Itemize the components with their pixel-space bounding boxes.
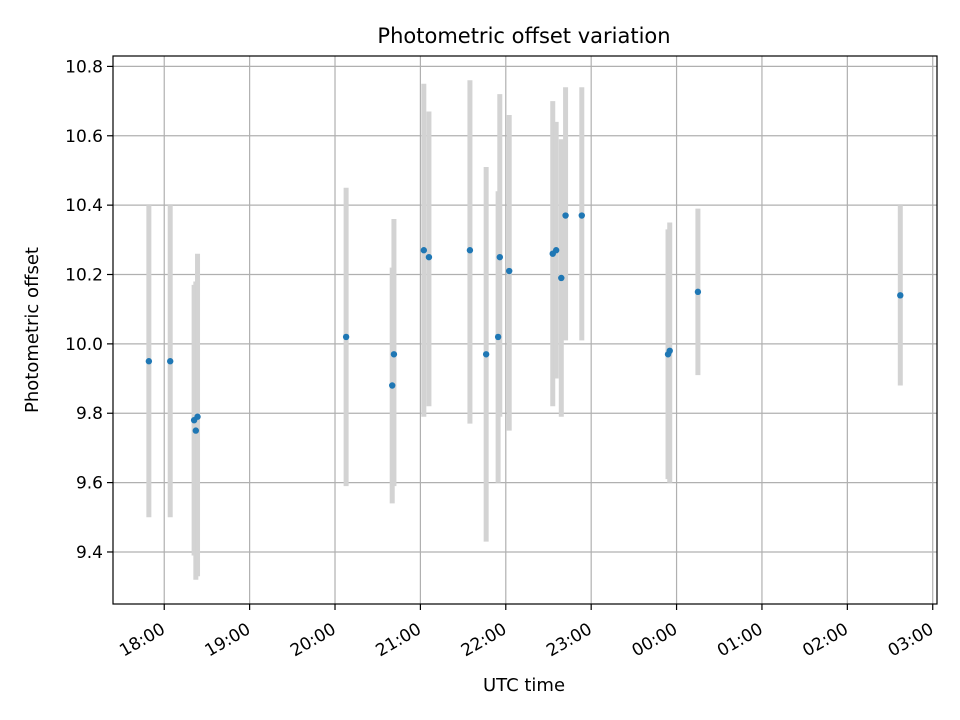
x-axis-label: UTC time bbox=[483, 675, 565, 696]
data-point bbox=[194, 413, 201, 420]
data-point bbox=[494, 333, 502, 341]
y-tick-label: 10.0 bbox=[65, 335, 103, 355]
data-point bbox=[506, 267, 513, 275]
data-point bbox=[425, 253, 433, 261]
data-point bbox=[389, 382, 396, 389]
data-point bbox=[694, 288, 702, 296]
data-point bbox=[145, 358, 153, 365]
data-point bbox=[558, 274, 565, 282]
y-tick-label: 10.8 bbox=[65, 57, 103, 77]
data-point bbox=[390, 351, 398, 358]
data-points bbox=[145, 212, 904, 434]
y-tick-label: 10.6 bbox=[65, 127, 103, 147]
data-point bbox=[562, 212, 569, 219]
y-tick-label: 9.8 bbox=[76, 404, 103, 424]
chart-title: Photometric offset variation bbox=[377, 24, 670, 48]
data-point bbox=[496, 253, 504, 261]
data-point bbox=[897, 292, 904, 299]
grid-lines bbox=[113, 56, 937, 604]
y-tick-label: 9.4 bbox=[76, 543, 103, 563]
data-point bbox=[482, 351, 490, 358]
y-tick-label: 10.4 bbox=[65, 196, 103, 216]
data-point bbox=[466, 247, 474, 254]
data-point bbox=[342, 333, 350, 341]
y-axis-label: Photometric offset bbox=[22, 247, 43, 413]
y-axis-ticks: 9.4 9.6 9.8 10.0 10.2 10.4 10.6 10.8 bbox=[65, 57, 113, 563]
y-tick-label: 10.2 bbox=[65, 266, 103, 286]
plot-frame bbox=[112, 55, 938, 605]
data-point bbox=[666, 347, 673, 355]
data-point bbox=[167, 358, 174, 365]
data-point bbox=[420, 247, 428, 254]
data-point bbox=[192, 427, 200, 434]
data-point bbox=[552, 247, 560, 254]
data-point bbox=[578, 212, 585, 219]
y-tick-label: 9.6 bbox=[76, 474, 103, 494]
